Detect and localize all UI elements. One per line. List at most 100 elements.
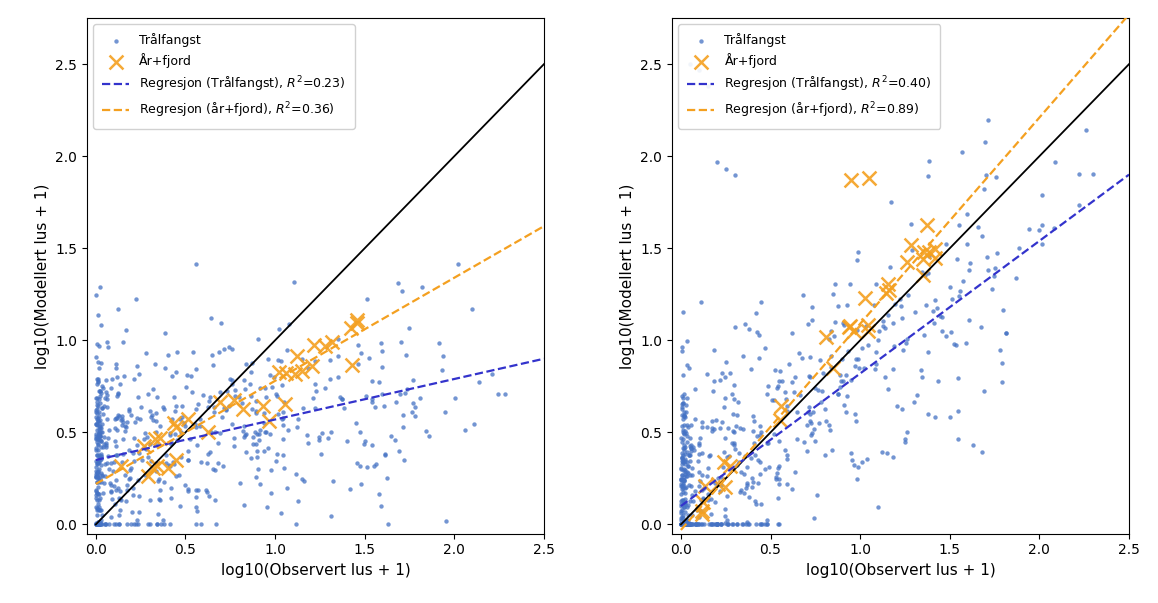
Trålfangst — [87, 419, 105, 429]
Trålfangst — [740, 493, 758, 502]
Trålfangst — [881, 197, 900, 207]
Trålfangst — [110, 520, 129, 529]
Trålfangst — [137, 348, 155, 358]
År+fjord — [842, 175, 860, 185]
Trålfangst — [826, 279, 844, 289]
Trålfangst — [89, 377, 108, 387]
Trålfangst — [235, 384, 254, 394]
Trålfangst — [672, 499, 690, 509]
Trålfangst — [356, 437, 374, 446]
Trålfangst — [170, 414, 189, 423]
Trålfangst — [89, 429, 108, 439]
Trålfangst — [849, 247, 867, 257]
Trålfangst — [752, 427, 770, 437]
Trålfangst — [698, 81, 717, 91]
Trålfangst — [88, 450, 107, 460]
Trålfangst — [89, 517, 108, 527]
Trålfangst — [755, 520, 774, 529]
Trålfangst — [727, 460, 746, 470]
Trålfangst — [746, 450, 764, 460]
Trålfangst — [111, 494, 130, 504]
Trålfangst — [137, 470, 155, 479]
Trålfangst — [814, 368, 833, 377]
Trålfangst — [87, 352, 105, 361]
Trålfangst — [97, 402, 116, 411]
Trålfangst — [124, 433, 142, 443]
Trålfangst — [94, 409, 112, 418]
Trålfangst — [783, 328, 801, 338]
Trålfangst — [141, 520, 160, 529]
Trålfangst — [359, 353, 378, 363]
X-axis label: log10(Observert lus + 1): log10(Observert lus + 1) — [806, 563, 996, 578]
Trålfangst — [675, 475, 694, 484]
Trålfangst — [89, 520, 108, 529]
Trålfangst — [719, 452, 738, 461]
Trålfangst — [676, 428, 695, 438]
Trålfangst — [914, 372, 932, 382]
Trålfangst — [746, 497, 764, 507]
Trålfangst — [197, 485, 215, 495]
Trålfangst — [681, 59, 699, 69]
Trålfangst — [93, 380, 111, 390]
Trålfangst — [702, 510, 720, 519]
Trålfangst — [362, 440, 381, 450]
Trålfangst — [708, 520, 726, 529]
År+fjord — [721, 461, 740, 470]
Trålfangst — [100, 425, 118, 434]
Trålfangst — [690, 450, 709, 459]
Trålfangst — [745, 417, 763, 426]
Y-axis label: log10(Modellert lus + 1): log10(Modellert lus + 1) — [35, 183, 50, 368]
Trålfangst — [89, 482, 108, 491]
Trålfangst — [394, 410, 412, 420]
Trålfangst — [109, 390, 127, 399]
Trålfangst — [674, 425, 692, 435]
Trålfangst — [676, 520, 695, 529]
Trålfangst — [758, 438, 777, 447]
Trålfangst — [159, 350, 177, 360]
Trålfangst — [679, 461, 697, 470]
Trålfangst — [306, 379, 324, 388]
Trålfangst — [93, 472, 111, 481]
Trålfangst — [273, 414, 292, 424]
Trålfangst — [87, 520, 105, 529]
År+fjord — [147, 461, 166, 471]
Trålfangst — [916, 270, 935, 279]
Trålfangst — [87, 394, 105, 403]
Trålfangst — [124, 448, 142, 458]
Trålfangst — [681, 446, 699, 455]
Trålfangst — [175, 418, 193, 428]
Trålfangst — [386, 435, 404, 445]
Trålfangst — [119, 406, 138, 415]
Trålfangst — [130, 491, 148, 501]
Trålfangst — [276, 397, 294, 407]
Trålfangst — [186, 493, 205, 502]
Trålfangst — [692, 417, 711, 427]
Trålfangst — [87, 400, 105, 409]
Trålfangst — [156, 458, 175, 467]
Trålfangst — [139, 390, 157, 399]
Trålfangst — [220, 401, 239, 411]
År+fjord — [305, 340, 323, 350]
År+fjord — [771, 415, 790, 425]
Trålfangst — [749, 478, 768, 488]
Trålfangst — [945, 339, 963, 349]
År+fjord — [877, 288, 895, 298]
Trålfangst — [752, 520, 770, 529]
Trålfangst — [295, 476, 314, 486]
Trålfangst — [347, 458, 366, 467]
Trålfangst — [105, 481, 124, 491]
Trålfangst — [89, 457, 108, 467]
Trålfangst — [750, 330, 769, 340]
Trålfangst — [703, 426, 721, 435]
Trålfangst — [249, 464, 267, 474]
Trålfangst — [91, 474, 110, 484]
Trålfangst — [95, 479, 113, 488]
Trålfangst — [672, 520, 690, 529]
Trålfangst — [674, 398, 692, 408]
Trålfangst — [798, 408, 816, 417]
Trålfangst — [864, 300, 882, 309]
Trålfangst — [249, 435, 267, 445]
Trålfangst — [118, 520, 137, 529]
Trålfangst — [690, 440, 709, 450]
Trålfangst — [960, 266, 979, 276]
